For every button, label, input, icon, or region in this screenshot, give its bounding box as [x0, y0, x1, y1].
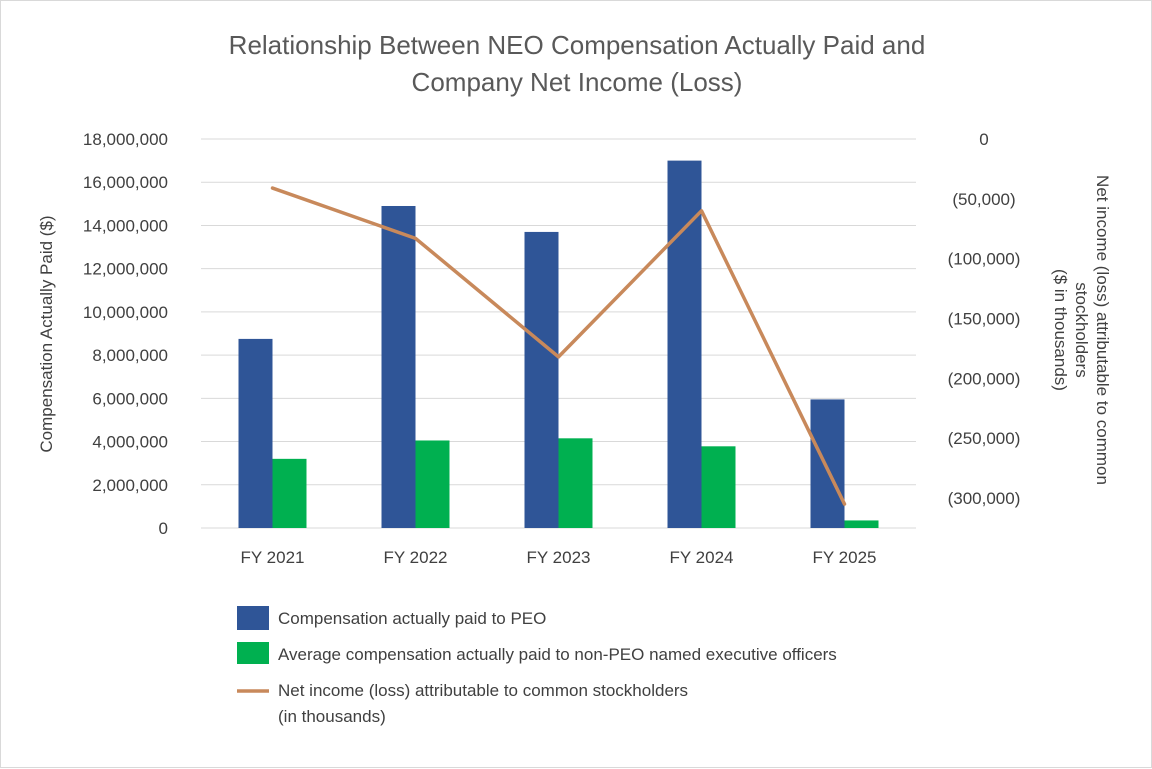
left-tick-label: 12,000,000 [83, 260, 168, 279]
legend-swatch-peo [237, 606, 269, 630]
peo-bar [524, 231, 559, 528]
bars [238, 160, 879, 528]
right-axis-title: Net income (loss) attributable to common… [1051, 175, 1112, 485]
x-tick-label: FY 2023 [527, 548, 591, 567]
non-peo-bar [558, 438, 593, 528]
left-tick-label: 16,000,000 [83, 173, 168, 192]
peo-bar [381, 205, 416, 528]
chart-title-line-2: Company Net Income (Loss) [412, 67, 743, 97]
left-tick-label: 18,000,000 [83, 130, 168, 149]
right-axis-ticks: 0 (50,000) (100,000) (150,000) (200,000) (250… [948, 130, 1021, 508]
non-peo-bar [415, 440, 450, 528]
left-axis-title: Compensation Actually Paid ($) [37, 215, 56, 452]
left-tick-label: 14,000,000 [83, 216, 168, 235]
legend-swatch-non-peo [237, 642, 269, 664]
left-tick-label: 8,000,000 [92, 346, 168, 365]
net-income-line [270, 186, 847, 506]
right-tick-label: 0 [979, 130, 988, 149]
left-tick-label: 4,000,000 [92, 433, 168, 452]
x-tick-label: FY 2021 [241, 548, 305, 567]
non-peo-bar [701, 446, 736, 528]
legend-label-net-income-line-2: (in thousands) [278, 707, 386, 726]
left-tick-label: 0 [159, 519, 168, 538]
non-peo-bar [272, 458, 307, 528]
x-axis-ticks: FY 2021 FY 2022 FY 2023 FY 2024 FY 2025 [241, 548, 877, 567]
peo-bar [667, 160, 702, 528]
x-tick-label: FY 2025 [813, 548, 877, 567]
x-tick-label: FY 2024 [670, 548, 734, 567]
right-tick-label: (100,000) [948, 250, 1021, 269]
left-tick-label: 6,000,000 [92, 389, 168, 408]
left-axis-ticks: 0 2,000,000 4,000,000 6,000,000 8,000,000 10,… [83, 130, 168, 538]
legend: Compensation actually paid to PEO Averag… [237, 606, 837, 726]
legend-label-peo: Compensation actually paid to PEO [278, 609, 546, 628]
right-tick-label: (200,000) [948, 369, 1021, 388]
peo-bar [238, 338, 273, 528]
left-tick-label: 10,000,000 [83, 303, 168, 322]
legend-label-non-peo: Average compensation actually paid to no… [278, 645, 837, 664]
legend-label-net-income-line-1: Net income (loss) attributable to common… [278, 681, 688, 700]
peo-bar [810, 399, 845, 528]
left-tick-label: 2,000,000 [92, 476, 168, 495]
chart-title-line-1: Relationship Between NEO Compensation Ac… [229, 30, 926, 60]
non-peo-bar [844, 520, 879, 528]
right-tick-label: (300,000) [948, 489, 1021, 508]
right-tick-label: (250,000) [948, 429, 1021, 448]
right-tick-label: (150,000) [948, 310, 1021, 329]
right-axis-title-line-3: ($ in thousands) [1051, 269, 1070, 391]
x-tick-label: FY 2022 [384, 548, 448, 567]
right-tick-label: (50,000) [952, 190, 1015, 209]
right-axis-title-line-2: stockholders [1072, 282, 1091, 377]
right-axis-title-line-1: Net income (loss) attributable to common [1093, 175, 1112, 485]
net-income-line-path [270, 186, 847, 506]
